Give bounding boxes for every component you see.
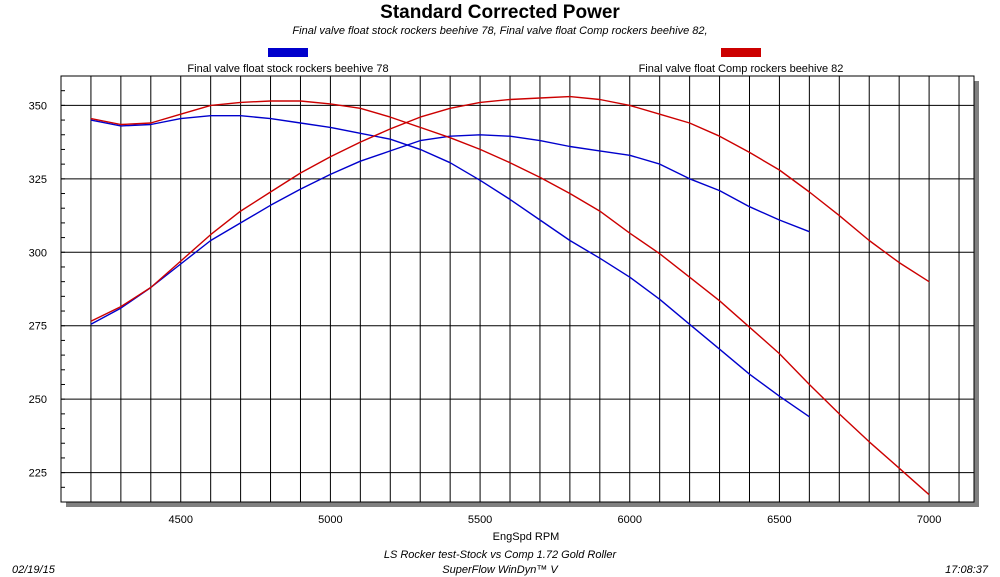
x-tick-label: 7000	[917, 514, 941, 526]
series-1-curve-0	[90, 100, 930, 496]
x-tick-label: 6000	[618, 514, 642, 526]
series-0-curve-0	[90, 114, 810, 418]
x-tick-label: 6500	[767, 514, 791, 526]
grid	[61, 76, 974, 502]
x-tick-label: 5500	[468, 514, 492, 526]
x-tick-label: 4500	[168, 514, 192, 526]
plot-area	[60, 75, 975, 503]
minor-ticks	[61, 90, 65, 488]
y-tick-labels: 225 250 275 300 325 350	[29, 100, 47, 479]
footer-software: SuperFlow WinDyn™ V	[442, 564, 559, 576]
legend-label-stock: Final valve float stock rockers beehive …	[187, 63, 388, 75]
chart-subtitle: Final valve float stock rockers beehive …	[292, 25, 707, 37]
legend-swatch-comp	[721, 48, 761, 57]
legend-label-comp: Final valve float Comp rockers beehive 8…	[639, 63, 844, 75]
series-lines	[90, 95, 930, 496]
x-tick-label: 5000	[318, 514, 342, 526]
footer-test-name: LS Rocker test-Stock vs Comp 1.72 Gold R…	[384, 549, 618, 561]
y-tick-label: 325	[29, 174, 47, 186]
chart-title: Standard Corrected Power	[380, 2, 620, 23]
y-tick-label: 300	[29, 247, 47, 259]
footer-date: 02/19/15	[12, 564, 56, 576]
x-axis-label: EngSpd RPM	[493, 531, 560, 543]
y-tick-label: 350	[29, 100, 47, 112]
y-tick-label: 250	[29, 394, 47, 406]
footer-time: 17:08:37	[945, 564, 989, 576]
y-tick-label: 275	[29, 321, 47, 333]
series-1-curve-1	[90, 95, 930, 322]
series-0-curve-1	[90, 134, 810, 325]
x-tick-labels: 4500 5000 5500 6000 6500 7000	[168, 514, 941, 526]
y-tick-label: 225	[29, 468, 47, 480]
legend-swatch-stock	[268, 48, 308, 57]
